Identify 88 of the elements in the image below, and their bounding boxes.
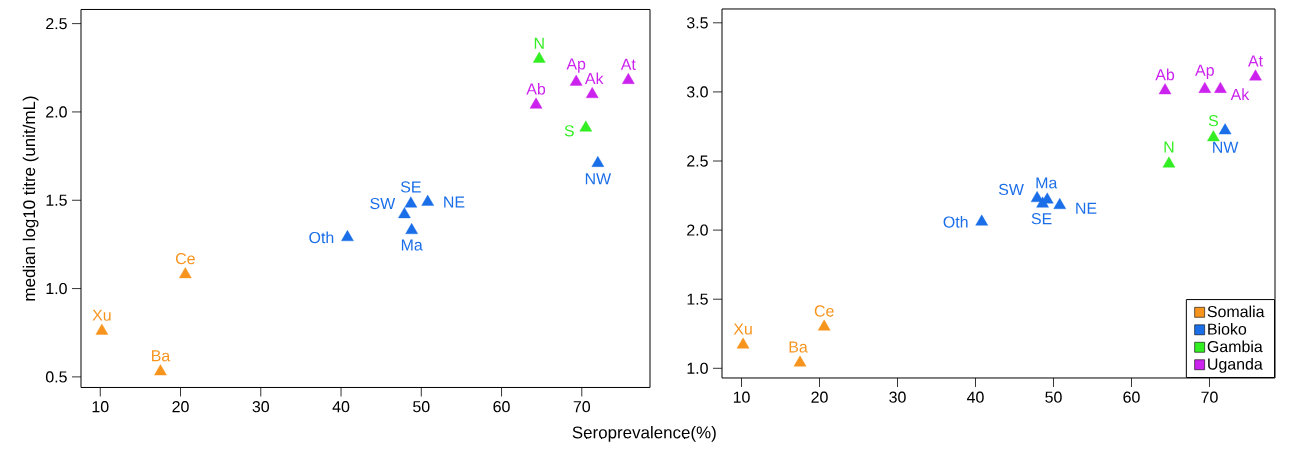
y-axis-title: median log10 titre (unit/mL) (22, 96, 39, 301)
annotation: Oth (309, 231, 334, 244)
x-tick-label: 30 (252, 401, 270, 413)
x-tick-label: 50 (1045, 391, 1062, 403)
point (622, 72, 635, 84)
y-tick-label: 1.0 (687, 362, 708, 374)
y-tick-label: 1.5 (46, 194, 67, 206)
annotation: SW (370, 197, 396, 210)
point (341, 230, 354, 242)
point (1207, 130, 1220, 142)
y-tick-label: 0.5 (45, 371, 67, 383)
point (1249, 69, 1262, 81)
legend-label: Bioko (1208, 323, 1247, 335)
point (793, 355, 807, 367)
annotation: S (1208, 115, 1218, 127)
y-tick-label: 2.5 (46, 17, 67, 30)
annotation: NE (1076, 202, 1097, 214)
annotation: N (1164, 141, 1174, 153)
point (179, 267, 192, 279)
annotation: Xu (92, 309, 111, 321)
x-axis-title: Seroprevalence(%) (572, 426, 716, 442)
point (154, 364, 167, 376)
point (421, 194, 434, 206)
y-tick-label: 3.0 (686, 86, 708, 98)
annotation: Ma (1036, 177, 1058, 189)
point (1218, 123, 1232, 135)
annotation: Ab (526, 82, 546, 95)
annotation: Ce (175, 252, 195, 265)
point (533, 51, 546, 63)
x-tick-label: 30 (889, 391, 906, 403)
point (1162, 156, 1176, 168)
annotation: Ak (1230, 88, 1250, 100)
annotation: Ap (566, 58, 586, 73)
x-tick-label: 10 (733, 391, 750, 403)
x-tick-label: 60 (1123, 391, 1140, 403)
annotation: Ba (152, 350, 171, 362)
point (405, 223, 418, 234)
legend-label: Uganda (1208, 358, 1263, 373)
annotation: SE (400, 181, 421, 193)
annotation: Ap (1195, 64, 1214, 79)
point (1214, 81, 1227, 93)
annotation: N (534, 37, 544, 49)
annotation: Xu (733, 323, 752, 335)
annotation: S (564, 125, 574, 137)
point (529, 97, 543, 109)
annotation: NW (585, 173, 612, 185)
annotation: NW (1213, 141, 1239, 153)
annotation: At (620, 58, 636, 70)
point (1198, 81, 1212, 93)
x-tick-label: 10 (92, 401, 109, 413)
x-tick-label: 20 (811, 391, 828, 403)
annotation: SW (998, 183, 1024, 196)
point (585, 87, 599, 98)
point (817, 319, 831, 331)
y-tick-label: 1.0 (46, 282, 67, 295)
y-tick-label: 1.5 (687, 293, 708, 305)
x-tick-label: 40 (967, 391, 984, 403)
x-tick-label: 20 (172, 401, 189, 413)
annotation: Ab (1155, 68, 1175, 81)
point (1158, 83, 1172, 95)
y-tick-label: 2.0 (46, 106, 67, 118)
annotation: SE (1031, 213, 1052, 225)
y-tick-label: 3.5 (686, 17, 708, 29)
annotation: Ce (814, 305, 834, 317)
point (95, 323, 109, 335)
point (398, 207, 411, 219)
annotation: NE (444, 196, 465, 208)
point (579, 120, 593, 132)
y-tick-label: 2.5 (687, 155, 708, 167)
point (736, 337, 750, 349)
x-tick-label: 60 (493, 401, 510, 413)
point (1053, 198, 1066, 209)
annotation: At (1248, 55, 1263, 67)
legend-label: Gambia (1207, 340, 1263, 353)
x-tick-label: 40 (332, 401, 350, 413)
point (975, 214, 989, 226)
legend-label: Somalia (1207, 305, 1265, 318)
point (404, 196, 418, 208)
annotation: Oth (943, 215, 968, 228)
point (569, 74, 583, 86)
y-tick-label: 2.0 (687, 224, 708, 236)
x-tick-label: 70 (573, 401, 591, 413)
x-tick-label: 70 (1201, 391, 1218, 403)
annotation: Ma (401, 239, 423, 251)
annotation: Ak (584, 72, 604, 85)
x-tick-label: 50 (413, 401, 430, 413)
annotation: Ba (789, 341, 808, 353)
point (591, 155, 605, 167)
